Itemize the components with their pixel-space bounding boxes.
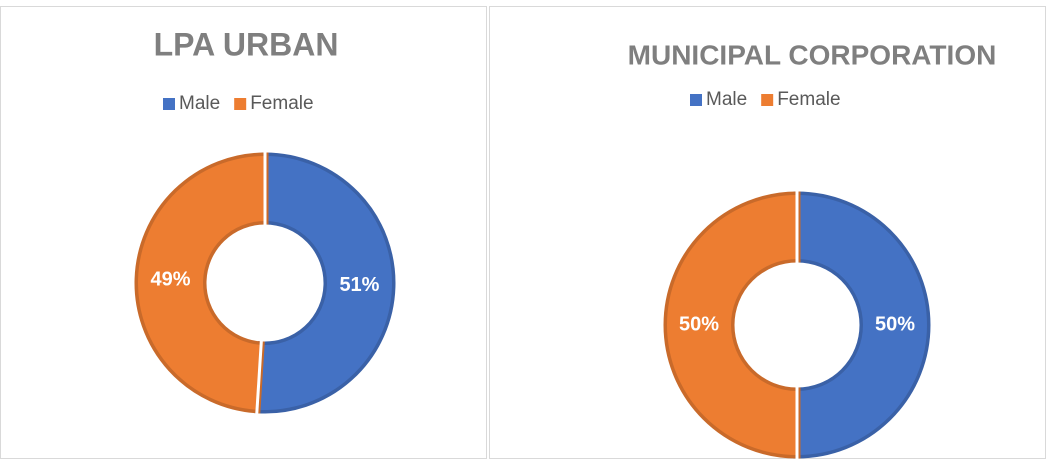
donut-segment xyxy=(253,152,396,414)
data-label: 50% xyxy=(679,313,719,335)
data-label: 49% xyxy=(151,268,191,290)
chart-title: LPA URBAN xyxy=(154,26,339,62)
legend-label: Female xyxy=(250,93,313,114)
legend-swatch xyxy=(234,98,247,110)
legend-label: Male xyxy=(179,93,220,114)
donut-segment xyxy=(663,191,801,459)
donut-segment xyxy=(134,152,269,414)
segment-gap xyxy=(255,338,263,416)
legend-label: Male xyxy=(706,89,747,110)
data-label: 50% xyxy=(875,313,915,335)
data-label: 51% xyxy=(339,274,379,296)
donut-segment xyxy=(793,191,931,459)
legend-swatch xyxy=(163,98,175,110)
legend-swatch xyxy=(690,94,702,106)
chart-title: MUNICIPAL CORPORATION xyxy=(628,39,997,70)
legend-label: Female xyxy=(777,89,840,110)
legend-swatch xyxy=(761,94,774,106)
